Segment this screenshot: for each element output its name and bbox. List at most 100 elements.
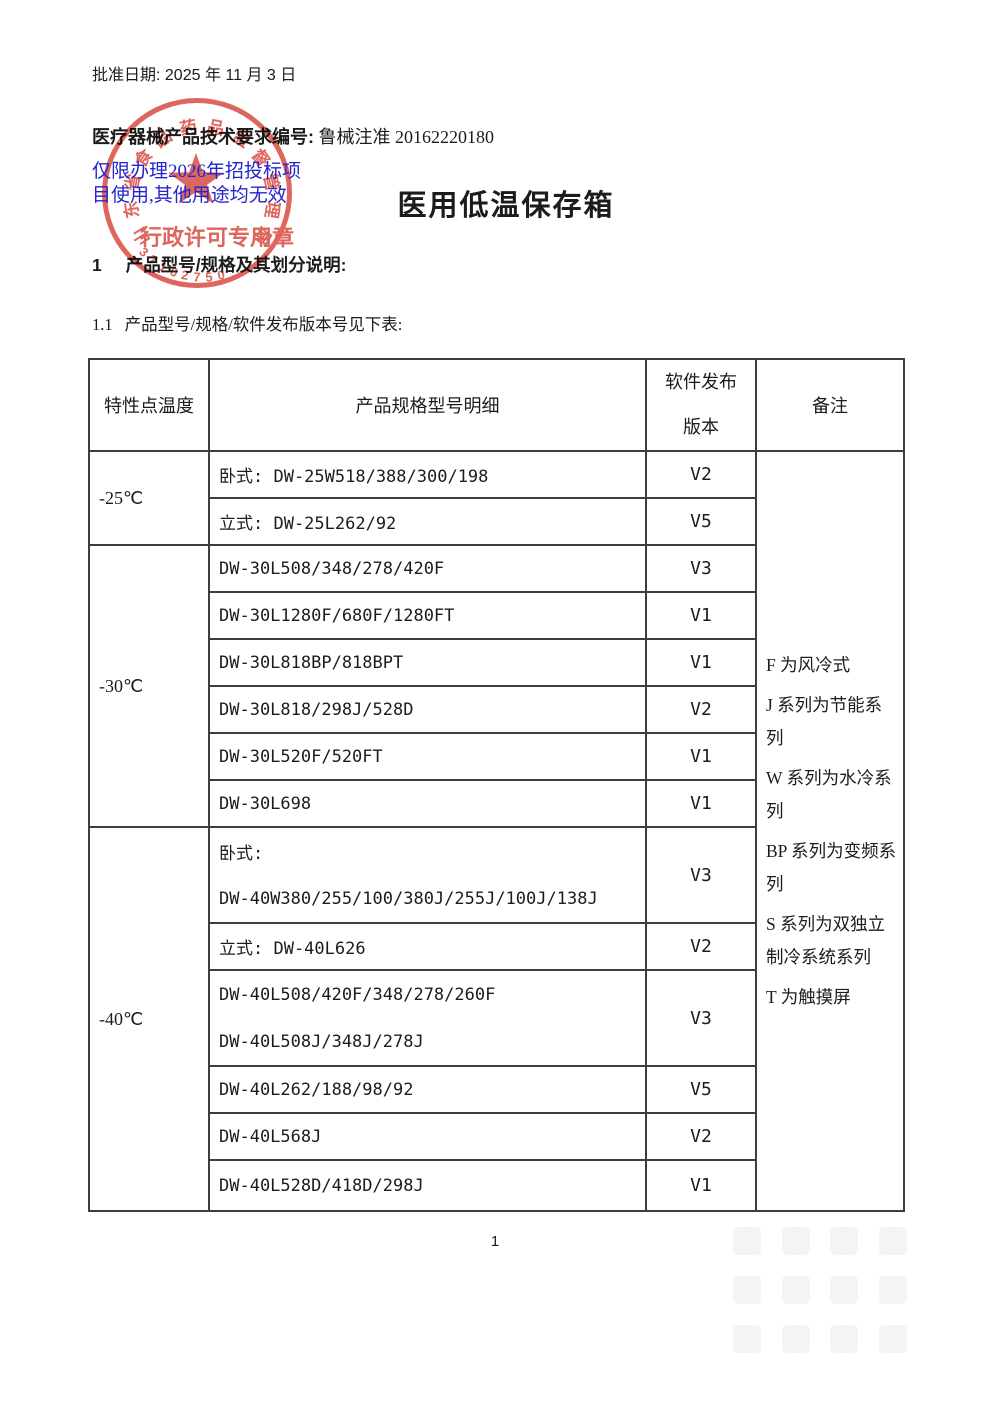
subsection-number: 1.1: [92, 315, 113, 334]
spec-table: 特性点温度 产品规格型号明细 软件发布 版本 备注 -25℃ 卧式: DW-25W…: [88, 358, 905, 1212]
model-cell: DW-30L520F/520FT: [208, 732, 647, 781]
table-row: DW-30L698 V1: [89, 779, 904, 828]
model-cell: DW-40L262/188/98/92: [208, 1065, 647, 1114]
stamp-arc-char: 药: [178, 117, 199, 140]
model-cell: 立式: DW-25L262/92: [208, 497, 647, 546]
stamp-serial-digit: 0: [215, 266, 227, 283]
version-cell: V1: [645, 638, 757, 687]
table-row: DW-40L508/420F/348/278/260F DW-40L508J/34…: [89, 969, 904, 1067]
version-cell: V2: [645, 1112, 757, 1161]
model-cell: DW-30L508/348/278/420F: [208, 544, 647, 593]
watermark-block: [782, 1276, 810, 1304]
approval-date-line: 批准日期: 2025 年 11 月 3 日: [92, 61, 296, 85]
model-cell: DW-40L508/420F/348/278/260F DW-40L508J/34…: [208, 969, 647, 1067]
remark-line: W 系列为水冷系列: [766, 767, 892, 821]
stamp-serial-digit: 7: [193, 269, 202, 285]
version-cell: V5: [645, 1065, 757, 1114]
version-cell: V2: [645, 450, 757, 499]
version-cell: V1: [645, 779, 757, 828]
model-line: DW-30L698: [219, 793, 312, 814]
model-line: DW-30L508/348/278/420F: [219, 558, 445, 579]
table-row: 立式: DW-40L626 V2: [89, 922, 904, 971]
approval-date-label: 批准日期:: [92, 67, 161, 84]
watermark-block: [830, 1325, 858, 1353]
model-line: DW-30L818/298J/528D: [219, 699, 414, 720]
model-cell: DW-30L818/298J/528D: [208, 685, 647, 734]
watermark-block: [733, 1276, 761, 1304]
remark-line: J 系列为节能系列: [766, 694, 883, 748]
model-line: DW-40L568J: [219, 1126, 322, 1147]
restriction-note: 仅限办理2026年招投标项 目使用,其他用途均无效: [92, 160, 301, 208]
stamp-arc-char: 品: [205, 117, 226, 140]
model-line: DW-40L508/420F/348/278/260F: [219, 984, 496, 1005]
model-line: DW-30L1280F/680F/1280FT: [219, 605, 455, 626]
model-line: DW-40L528D/418D/298J: [219, 1175, 424, 1196]
watermark-block: [879, 1227, 907, 1255]
remarks-cell: F 为风冷式 J 系列为节能系列 W 系列为水冷系列 BP 系列为变频系列 S 系列为双…: [755, 450, 905, 1212]
remark-line: T 为触摸屏: [766, 986, 851, 1007]
model-line: DW-40W380/255/100/380J/255J/100J/138J: [219, 888, 598, 909]
stamp-serial-digit: 0: [168, 263, 180, 281]
stamp-center-label: 行政许可专用章: [139, 225, 294, 250]
version-cell: V3: [645, 544, 757, 593]
doc-number-value: 鲁械注准 20162220180: [318, 127, 495, 147]
section-heading-1-1: 1.1 产品型号/规格/软件发布版本号见下表:: [92, 311, 402, 335]
table-row: DW-30L520F/520FT V1: [89, 732, 904, 781]
remark-line: BP 系列为变频系列: [766, 840, 897, 894]
table-row: DW-30L818BP/818BPT V1: [89, 638, 904, 687]
watermark-block: [782, 1227, 810, 1255]
header-temperature: 特性点温度: [88, 358, 210, 452]
model-cell: 卧式: DW-40W380/255/100/380J/255J/100J/138J: [208, 826, 647, 924]
version-cell: V1: [645, 591, 757, 640]
model-line: DW-30L818BP/818BPT: [219, 652, 404, 673]
section-number: 1: [92, 255, 102, 275]
header-software-version: 软件发布 版本: [645, 358, 757, 452]
watermark-block: [733, 1227, 761, 1255]
watermark-block: [879, 1325, 907, 1353]
version-cell: V1: [645, 1159, 757, 1212]
restriction-line-2: 目使用,其他用途均无效: [92, 185, 287, 206]
page-title: 医用低温保存箱: [397, 190, 615, 222]
version-cell: V3: [645, 969, 757, 1067]
model-cell: DW-40L528D/418D/298J: [208, 1159, 647, 1212]
stamp-serial-digit: 5: [205, 268, 214, 285]
model-cell: DW-30L698: [208, 779, 647, 828]
model-line: 卧式: DW-25W518/388/300/198: [219, 467, 489, 487]
model-line: 立式: DW-40L626: [219, 939, 366, 959]
model-cell: 立式: DW-40L626: [208, 922, 647, 971]
table-row: DW-30L1280F/680F/1280FT V1: [89, 591, 904, 640]
page-number: 1: [490, 1233, 500, 1250]
watermark-block: [782, 1325, 810, 1353]
watermark-block: [879, 1276, 907, 1304]
table-row: -40℃ 卧式: DW-40W380/255/100/380J/255J/100J/…: [88, 826, 904, 1212]
table-row: DW-40L568J V2: [89, 1112, 904, 1161]
temperature-cell: -40℃: [88, 826, 210, 1212]
restriction-line-1: 仅限办理2026年招投标项: [92, 161, 302, 182]
table-row: DW-30L818/298J/528D V2: [89, 685, 904, 734]
watermark-block: [830, 1276, 858, 1304]
model-cell: DW-30L1280F/680F/1280FT: [208, 591, 647, 640]
approval-date-value: 2025 年 11 月 3 日: [164, 67, 297, 84]
model-line: 卧式:: [219, 844, 264, 864]
model-line: DW-30L520F/520FT: [219, 746, 383, 767]
table-row: DW-40L262/188/98/92 V5: [89, 1065, 904, 1114]
model-line: DW-40L262/188/98/92: [219, 1079, 414, 1100]
model-line: 立式: DW-25L262/92: [219, 514, 397, 534]
version-cell: V2: [645, 685, 757, 734]
table-row: -30℃ DW-30L508/348/278/420F V3: [88, 544, 904, 828]
temperature-cell: -30℃: [88, 544, 210, 828]
version-cell: V1: [645, 732, 757, 781]
model-line: DW-40L508J/348J/278J: [219, 1031, 424, 1052]
table-row: -25℃ 卧式: DW-25W518/388/300/198 V2 F 为风冷式 J 系…: [88, 450, 905, 1212]
header-model-detail: 产品规格型号明细: [208, 358, 647, 452]
stamp-arc-char: 品: [150, 126, 176, 152]
header-remarks: 备注: [755, 358, 905, 452]
model-cell: 卧式: DW-25W518/388/300/198: [208, 450, 647, 499]
temperature-cell: -25℃: [88, 450, 210, 546]
version-cell: V2: [645, 922, 757, 971]
version-cell: V3: [645, 826, 757, 924]
model-cell: DW-30L818BP/818BPT: [208, 638, 647, 687]
table-header-row: 特性点温度 产品规格型号明细 软件发布 版本 备注: [88, 358, 905, 452]
